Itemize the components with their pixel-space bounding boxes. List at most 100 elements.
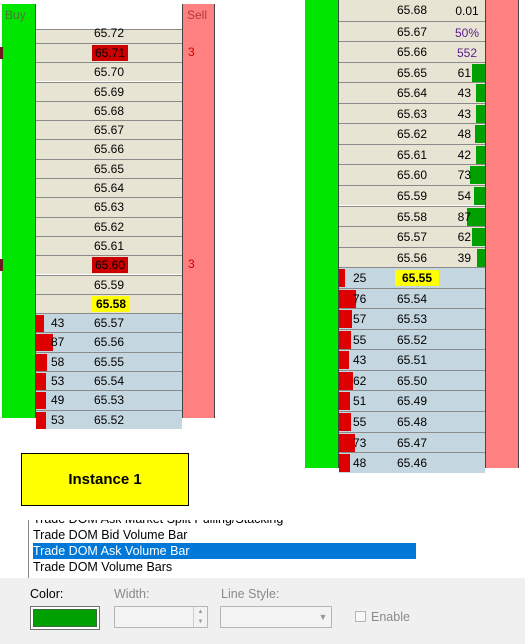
list-item[interactable]: Trade DOM Ask Volume Bar xyxy=(33,543,416,559)
price-row[interactable]: 65.58 87 xyxy=(339,205,485,226)
price-row[interactable]: 65.65 61 xyxy=(339,61,485,83)
price-label: 65.48 xyxy=(396,415,428,429)
price-row[interactable]: 65.63 xyxy=(36,197,182,217)
price-label: 65.47 xyxy=(396,435,428,450)
ask-volume-bar xyxy=(476,145,485,164)
bid-volume-bar xyxy=(36,392,46,410)
price-label: 65.71 xyxy=(92,44,128,61)
price-label: 65.59 xyxy=(93,277,125,292)
price-row[interactable]: 57 65.53 xyxy=(339,308,485,329)
spin-down-icon[interactable]: ▼ xyxy=(197,619,204,625)
price-row[interactable]: 65.67 xyxy=(36,120,182,140)
spin-up-icon[interactable]: ▲ xyxy=(197,609,204,615)
price-label: 65.68 xyxy=(396,3,428,17)
price-row[interactable]: 43 65.51 xyxy=(339,349,485,370)
price-label: 65.69 xyxy=(93,84,125,99)
price-row[interactable]: 65.69 xyxy=(36,81,182,101)
dom-ladder-1[interactable]: Buy 65.72 65.71 65.70 65.69 65.68 65.67 65.66 6… xyxy=(2,4,215,429)
price-row[interactable]: 43 65.57 xyxy=(36,313,182,333)
price-row[interactable]: 53 65.54 xyxy=(36,371,182,391)
bid-volume-bar xyxy=(339,351,349,370)
ask-volume: 87 xyxy=(457,209,471,224)
list-item[interactable]: Trade DOM Ask Market Split Pulling/Stack… xyxy=(33,520,416,527)
price-row[interactable]: 65.64 xyxy=(36,178,182,198)
buy-column[interactable]: Buy xyxy=(2,4,36,418)
price-row[interactable]: 55 65.48 xyxy=(339,411,485,432)
price-row[interactable]: 65.65 xyxy=(36,158,182,178)
price-row[interactable]: 65.67 50% xyxy=(339,20,485,42)
price-label: 65.66 xyxy=(93,142,125,157)
price-row[interactable]: 65.66 552 xyxy=(339,41,485,62)
list-item[interactable]: Trade DOM Volume Bars xyxy=(33,560,173,574)
price-row[interactable]: 65.61 42 xyxy=(339,143,485,165)
sell-column[interactable] xyxy=(485,0,519,468)
price-row[interactable]: 48 65.46 xyxy=(339,452,485,473)
bid-volume-bar xyxy=(339,310,352,329)
price-row[interactable]: 53 65.52 xyxy=(36,409,182,429)
price-label: 65.60 xyxy=(92,257,128,274)
price-row[interactable]: 65.56 39 xyxy=(339,246,485,268)
price-label: 65.65 xyxy=(396,65,428,80)
price-label: 65.66 xyxy=(396,45,428,60)
ask-volume-bar xyxy=(474,186,485,205)
bid-volume-bar xyxy=(339,330,351,349)
sell-column[interactable]: Sell 3 3 xyxy=(182,4,215,418)
price-label: 65.57 xyxy=(93,316,125,331)
price-row[interactable]: 65.59 54 xyxy=(339,184,485,206)
price-row[interactable]: 65.66 xyxy=(36,139,182,159)
enable-checkbox[interactable] xyxy=(355,611,366,622)
color-picker-button[interactable] xyxy=(30,606,100,630)
ask-volume: 54 xyxy=(457,188,471,203)
color-swatch xyxy=(33,609,97,627)
price-row[interactable]: 65.68 xyxy=(36,100,182,121)
bid-volume: 73 xyxy=(353,435,367,450)
price-row[interactable]: 76 65.54 xyxy=(339,287,485,309)
line-style-dropdown[interactable]: ▼ xyxy=(220,606,332,628)
ask-volume: 62 xyxy=(457,230,471,245)
price-label: 65.60 xyxy=(396,168,428,183)
bid-volume: 25 xyxy=(353,271,367,286)
price-row[interactable]: 49 65.53 xyxy=(36,390,182,410)
price-column[interactable]: 65.72 65.71 65.70 65.69 65.68 65.67 65.66 65.65… xyxy=(36,4,182,429)
bid-volume: 53 xyxy=(51,374,65,388)
bid-volume: 87 xyxy=(51,335,65,350)
price-row[interactable]: 73 65.47 xyxy=(339,431,485,453)
bid-volume-bar xyxy=(36,315,44,333)
price-row[interactable]: 55 65.52 xyxy=(339,328,485,350)
price-row[interactable]: 65.59 xyxy=(36,274,182,294)
price-row[interactable]: 25 65.55 xyxy=(339,267,485,288)
plot-list[interactable]: Trade DOM Ask Market Split Pulling/Stack… xyxy=(28,520,416,578)
price-row[interactable]: 58 65.55 xyxy=(36,351,182,371)
list-item[interactable]: Trade DOM Bid Volume Bar xyxy=(33,528,188,542)
price-row[interactable]: 65.58 xyxy=(36,293,182,314)
price-label: 65.58 xyxy=(396,209,428,224)
price-row[interactable]: 65.72 xyxy=(36,26,182,43)
price-row[interactable]: 65.62 xyxy=(36,216,182,236)
color-label: Color: xyxy=(30,587,64,601)
price-row[interactable]: 65.71 xyxy=(36,42,182,63)
price-column[interactable]: 65.68 0.01 65.67 50% 65.66 552 65.65 61 65.64 43 6… xyxy=(339,0,485,473)
price-row[interactable]: 65.63 43 xyxy=(339,102,485,124)
price-row[interactable]: 51 65.49 xyxy=(339,390,485,411)
price-row[interactable]: 65.60 73 xyxy=(339,164,485,185)
price-label: 65.68 xyxy=(93,103,125,118)
buy-column[interactable] xyxy=(305,0,339,468)
chevron-down-icon[interactable]: ▼ xyxy=(318,612,328,622)
price-label: 65.63 xyxy=(93,200,125,215)
dom-ladder-2[interactable]: 65.68 0.01 65.67 50% 65.66 552 65.65 61 65.64 43 6… xyxy=(305,0,519,473)
width-spinner[interactable]: ▲ ▼ xyxy=(114,606,208,628)
bid-volume: 76 xyxy=(353,291,367,306)
price-row[interactable]: 65.57 62 xyxy=(339,226,485,247)
bid-volume: 43 xyxy=(51,316,65,331)
price-row[interactable]: 65.62 48 xyxy=(339,123,485,144)
price-label: 65.62 xyxy=(396,127,428,142)
ask-volume: 61 xyxy=(457,65,471,80)
price-row[interactable]: 62 65.50 xyxy=(339,369,485,391)
price-row[interactable]: 87 65.56 xyxy=(36,332,182,352)
price-row[interactable]: 65.61 xyxy=(36,235,182,256)
price-row[interactable]: 65.60 xyxy=(36,255,182,275)
price-row[interactable]: 65.70 xyxy=(36,62,182,82)
price-row[interactable]: 65.64 43 xyxy=(339,82,485,103)
price-row[interactable]: 65.68 0.01 xyxy=(339,0,485,21)
ask-volume-bar xyxy=(472,228,485,247)
